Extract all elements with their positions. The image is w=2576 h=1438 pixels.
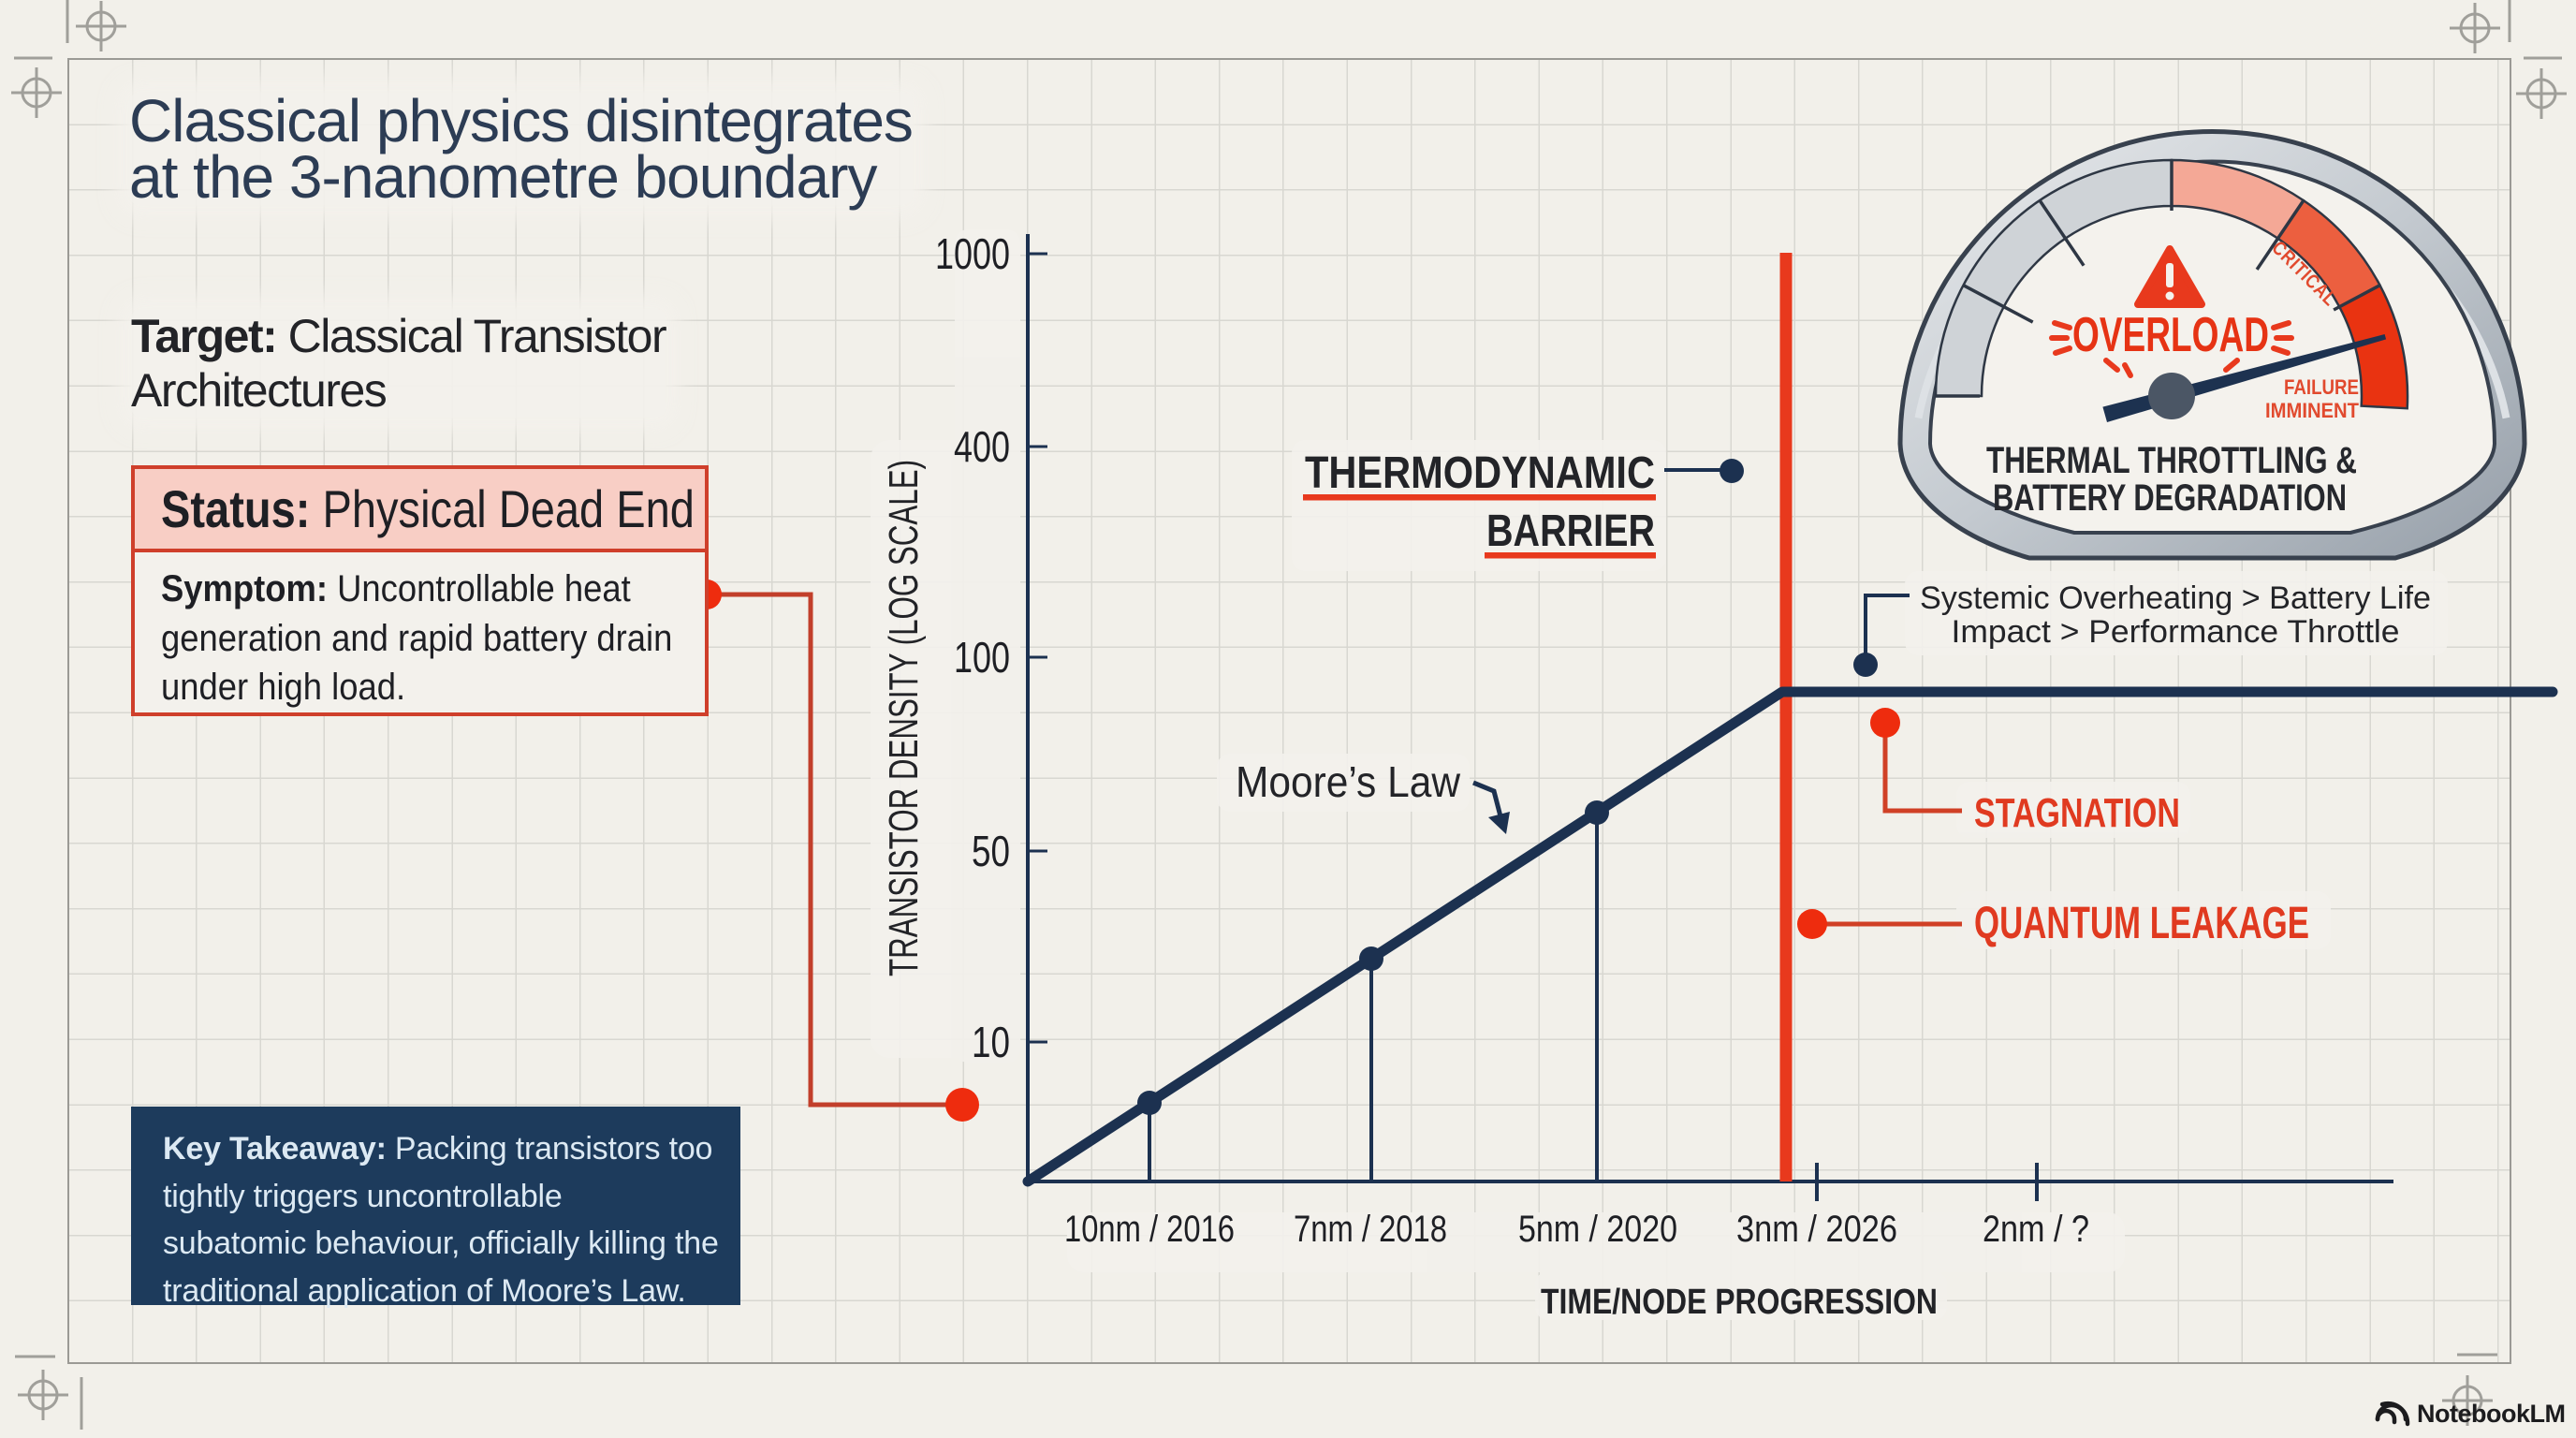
svg-text:IMMINENT: IMMINENT: [2265, 399, 2360, 422]
svg-text:10: 10: [972, 1018, 1010, 1066]
svg-text:BARRIER: BARRIER: [1486, 506, 1655, 556]
svg-text:THERMAL THROTTLING &: THERMAL THROTTLING &: [1986, 440, 2357, 481]
svg-text:QUANTUM LEAKAGE: QUANTUM LEAKAGE: [1974, 899, 2309, 948]
svg-text:10nm / 2016: 10nm / 2016: [1064, 1209, 1235, 1250]
svg-text:THERMODYNAMIC: THERMODYNAMIC: [1305, 448, 1655, 498]
svg-text:OVERLOAD: OVERLOAD: [2072, 308, 2269, 362]
svg-text:5nm / 2020: 5nm / 2020: [1518, 1209, 1677, 1250]
svg-text:100: 100: [954, 633, 1010, 682]
svg-text:1000: 1000: [935, 229, 1010, 278]
svg-text:Systemic Overheating > Battery: Systemic Overheating > Battery Life: [1920, 580, 2431, 616]
svg-text:TIME/NODE PROGRESSION: TIME/NODE PROGRESSION: [1541, 1283, 1938, 1322]
svg-text:NotebookLM: NotebookLM: [2417, 1400, 2565, 1428]
svg-text:BATTERY DEGRADATION: BATTERY DEGRADATION: [1993, 477, 2347, 519]
svg-text:FAILURE: FAILURE: [2284, 375, 2359, 399]
svg-text:50: 50: [972, 827, 1010, 875]
svg-text:3nm / 2026: 3nm / 2026: [1736, 1209, 1897, 1250]
svg-text:Impact > Performance Throttle: Impact > Performance Throttle: [1952, 614, 2400, 650]
svg-text:7nm / 2018: 7nm / 2018: [1294, 1209, 1447, 1250]
svg-text:TRANSISTOR DENSITY (LOG SCALE): TRANSISTOR DENSITY (LOG SCALE): [881, 460, 927, 976]
svg-text:2nm / ?: 2nm / ?: [1983, 1209, 2089, 1250]
svg-text:400: 400: [954, 422, 1010, 471]
svg-text:Moore’s Law: Moore’s Law: [1236, 757, 1461, 806]
svg-text:STAGNATION: STAGNATION: [1974, 790, 2180, 836]
